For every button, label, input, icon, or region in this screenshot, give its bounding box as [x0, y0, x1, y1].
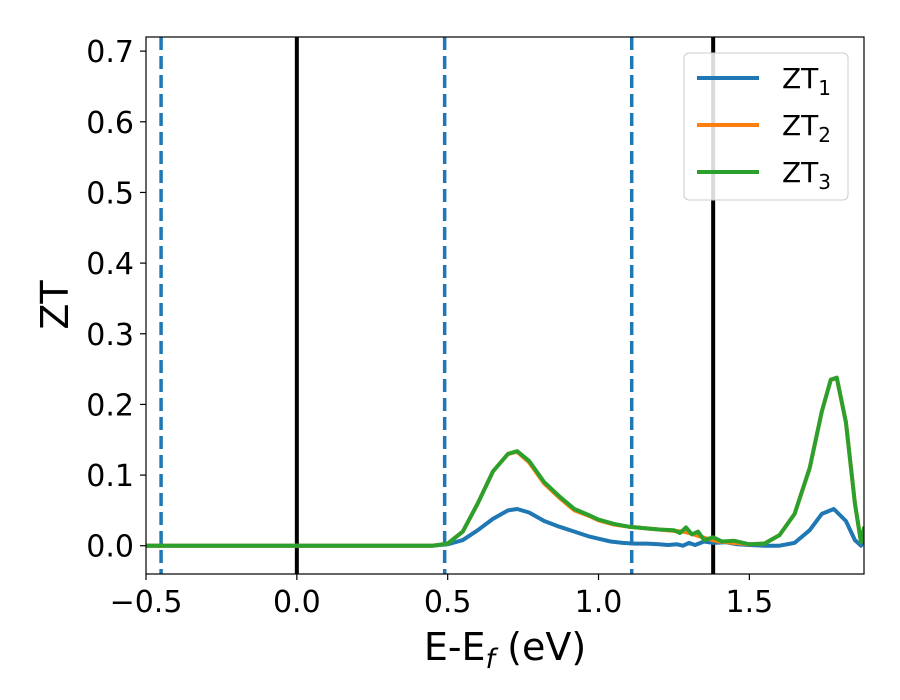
y-axis-label: ZT [33, 280, 77, 330]
y-tick-label: 0.6 [86, 106, 134, 141]
legend-label-3: ZT3 [782, 156, 831, 194]
series-lines [146, 375, 864, 548]
x-tick-label: 0.0 [273, 585, 321, 620]
y-axis-ticks: 0.0 0.1 0.2 0.3 0.4 0.5 0.6 0.7 [86, 35, 146, 565]
y-tick-label: 0.2 [86, 388, 134, 423]
x-axis-label-unit: (eV) [495, 625, 586, 669]
x-tick-label: 1.0 [575, 585, 623, 620]
x-axis-label-main: E-E [424, 625, 486, 669]
series-line-3 [146, 375, 864, 548]
y-tick-label: 0.7 [86, 35, 134, 70]
plot-frame [145, 36, 865, 575]
x-axis-label: E-Ef (eV) [424, 625, 586, 675]
series-line-1 [146, 507, 864, 548]
x-tick-label: −0.5 [110, 585, 183, 620]
y-tick-label: 0.4 [86, 247, 134, 282]
legend-label-1: ZT1 [782, 62, 831, 100]
y-tick-label: 0.1 [86, 459, 134, 494]
legend-box [683, 52, 849, 201]
y-tick-label: 0.3 [86, 318, 134, 353]
x-tick-label: 0.5 [424, 585, 472, 620]
x-tick-label: 1.5 [726, 585, 774, 620]
y-tick-label: 0.0 [86, 530, 134, 565]
y-tick-label: 0.5 [86, 176, 134, 211]
legend-label-2: ZT2 [782, 109, 831, 147]
x-axis-ticks: −0.5 0.0 0.5 1.0 1.5 [110, 574, 774, 620]
legend: ZT1 ZT2 ZT3 [683, 52, 849, 201]
